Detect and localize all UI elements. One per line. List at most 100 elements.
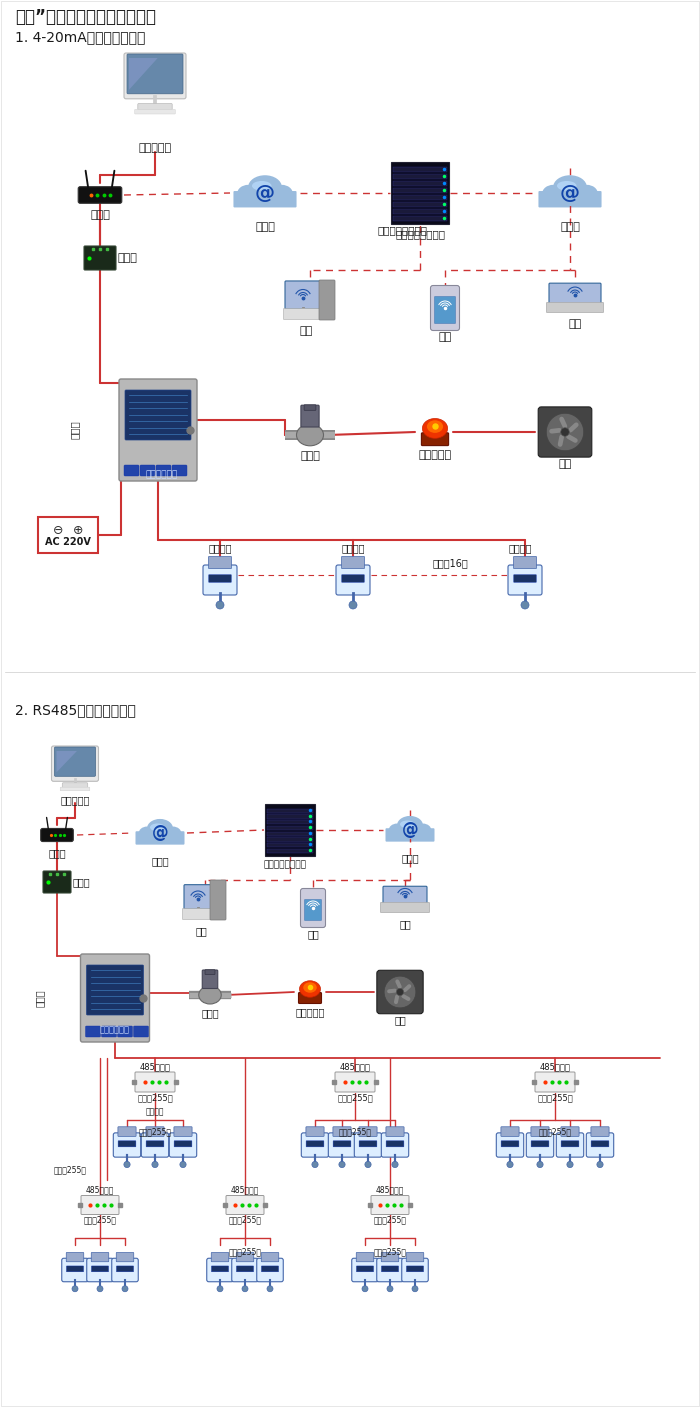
FancyBboxPatch shape <box>261 1252 279 1262</box>
Text: 电脑: 电脑 <box>195 926 207 936</box>
Circle shape <box>597 1161 603 1168</box>
FancyBboxPatch shape <box>393 180 447 186</box>
Circle shape <box>122 1286 128 1292</box>
Circle shape <box>216 601 224 609</box>
FancyBboxPatch shape <box>156 464 171 476</box>
Circle shape <box>339 1161 345 1168</box>
FancyBboxPatch shape <box>383 886 427 905</box>
FancyBboxPatch shape <box>591 1141 609 1147</box>
Text: 单机版电脑: 单机版电脑 <box>60 795 90 805</box>
Text: ⊕: ⊕ <box>73 523 83 536</box>
FancyBboxPatch shape <box>202 969 218 989</box>
FancyArrowPatch shape <box>560 436 561 445</box>
Polygon shape <box>57 751 77 772</box>
FancyBboxPatch shape <box>62 1258 88 1282</box>
Circle shape <box>567 1161 573 1168</box>
FancyBboxPatch shape <box>124 53 186 98</box>
Text: 可连接255台: 可连接255台 <box>83 1216 116 1224</box>
Circle shape <box>97 1286 103 1292</box>
Text: 转换器: 转换器 <box>73 877 90 886</box>
FancyBboxPatch shape <box>267 837 313 841</box>
Circle shape <box>561 428 569 436</box>
Circle shape <box>180 1161 186 1168</box>
FancyBboxPatch shape <box>514 574 536 582</box>
FancyBboxPatch shape <box>356 1252 374 1262</box>
Text: 可连接255台: 可连接255台 <box>228 1248 262 1256</box>
Text: 互联网: 互联网 <box>255 222 275 232</box>
FancyBboxPatch shape <box>300 888 326 927</box>
FancyBboxPatch shape <box>237 1266 253 1272</box>
FancyBboxPatch shape <box>531 1127 549 1137</box>
Text: 风机: 风机 <box>394 1014 406 1026</box>
FancyBboxPatch shape <box>342 574 364 582</box>
Text: 电磁阀: 电磁阀 <box>300 452 320 461</box>
Circle shape <box>412 1286 418 1292</box>
FancyBboxPatch shape <box>66 1266 83 1272</box>
Circle shape <box>365 1161 371 1168</box>
FancyBboxPatch shape <box>393 208 447 214</box>
FancyBboxPatch shape <box>336 566 370 595</box>
FancyBboxPatch shape <box>359 1141 377 1147</box>
Ellipse shape <box>237 184 259 203</box>
FancyBboxPatch shape <box>267 843 313 847</box>
Circle shape <box>384 976 416 1007</box>
Ellipse shape <box>414 823 431 839</box>
FancyBboxPatch shape <box>233 191 297 207</box>
Ellipse shape <box>164 826 181 841</box>
Text: @: @ <box>152 825 168 841</box>
FancyArrowPatch shape <box>396 996 397 1002</box>
FancyBboxPatch shape <box>41 829 74 841</box>
FancyBboxPatch shape <box>306 1127 324 1137</box>
Text: 可连接255台: 可连接255台 <box>337 1093 373 1103</box>
FancyBboxPatch shape <box>306 1141 324 1147</box>
FancyBboxPatch shape <box>210 879 226 920</box>
FancyBboxPatch shape <box>118 1127 136 1137</box>
Ellipse shape <box>148 832 162 843</box>
FancyBboxPatch shape <box>393 201 447 207</box>
FancyBboxPatch shape <box>237 1252 253 1262</box>
FancyBboxPatch shape <box>172 464 187 476</box>
Text: 报警控制主机: 报警控制主机 <box>146 470 178 480</box>
FancyBboxPatch shape <box>333 1141 351 1147</box>
FancyBboxPatch shape <box>174 1141 192 1147</box>
FancyBboxPatch shape <box>267 826 313 830</box>
Text: 大众”系列带显示固定式检测仪: 大众”系列带显示固定式检测仪 <box>15 8 156 25</box>
FancyBboxPatch shape <box>371 1196 409 1214</box>
FancyBboxPatch shape <box>226 1196 264 1214</box>
FancyBboxPatch shape <box>60 787 90 791</box>
Circle shape <box>242 1286 248 1292</box>
FancyBboxPatch shape <box>116 1266 134 1272</box>
Text: 可连接255台: 可连接255台 <box>537 1093 573 1103</box>
FancyBboxPatch shape <box>285 281 321 310</box>
FancyBboxPatch shape <box>257 1258 284 1282</box>
FancyBboxPatch shape <box>301 405 319 426</box>
Text: @: @ <box>560 183 580 203</box>
Ellipse shape <box>389 823 405 839</box>
Ellipse shape <box>568 191 586 205</box>
FancyBboxPatch shape <box>591 1127 609 1137</box>
Text: AC 220V: AC 220V <box>45 537 91 547</box>
Ellipse shape <box>199 986 221 1005</box>
FancyBboxPatch shape <box>393 187 447 193</box>
Text: 报警控制主机: 报警控制主机 <box>100 1026 130 1034</box>
FancyBboxPatch shape <box>209 574 231 582</box>
Circle shape <box>507 1161 513 1168</box>
FancyBboxPatch shape <box>174 1127 192 1137</box>
FancyBboxPatch shape <box>435 297 456 324</box>
Text: 1. 4-20mA信号连接系统图: 1. 4-20mA信号连接系统图 <box>15 30 146 44</box>
FancyBboxPatch shape <box>386 1141 404 1147</box>
FancyBboxPatch shape <box>140 464 155 476</box>
Ellipse shape <box>300 981 321 998</box>
Ellipse shape <box>408 829 422 840</box>
Circle shape <box>267 1286 273 1292</box>
FancyBboxPatch shape <box>206 1258 233 1282</box>
FancyBboxPatch shape <box>43 871 71 893</box>
FancyBboxPatch shape <box>393 215 447 221</box>
FancyBboxPatch shape <box>267 809 313 813</box>
Circle shape <box>72 1286 78 1292</box>
FancyBboxPatch shape <box>203 566 237 595</box>
Ellipse shape <box>576 184 598 203</box>
FancyArrowPatch shape <box>561 419 565 426</box>
Text: 485中继器: 485中继器 <box>340 1062 370 1071</box>
FancyBboxPatch shape <box>92 1266 108 1272</box>
